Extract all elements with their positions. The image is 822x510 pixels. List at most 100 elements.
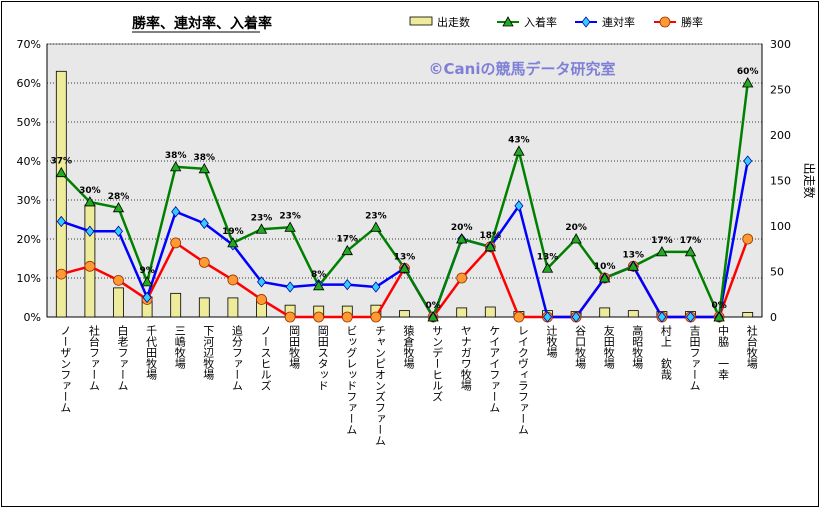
data-label: 17% [651,236,673,246]
point-triangle [599,272,611,283]
legend-marker-triangle [502,16,514,27]
point-triangle [141,276,153,287]
bar [399,310,410,318]
point-triangle [742,77,754,88]
x-tick-label: ノーザンファーム [59,325,72,413]
point-triangle [456,233,468,244]
point-triangle [55,166,67,178]
point-diamond [142,291,152,304]
y2-tick-label: 100 [770,220,791,233]
data-label: 13% [537,252,559,262]
y-tick-label: 20% [17,233,41,246]
point-triangle [198,162,210,174]
point-circle [513,311,525,323]
bar [198,297,210,318]
point-triangle [170,161,182,172]
point-circle [55,268,67,280]
bar [742,312,754,318]
watermark-text: ©Caniの競馬データ研究室 [429,60,616,78]
data-label: 37% [51,157,73,167]
y-tick-label: 0% [24,311,41,324]
data-label: 0% [425,301,440,311]
x-tick-label: 村上 欽哉 [659,324,672,380]
data-label: 23% [279,211,301,221]
x-tick-label: 白老ファーム [116,324,129,391]
x-tick-label: 辻牧場 [545,324,558,359]
point-diamond [657,311,667,323]
y-tick-label: 60% [17,77,41,90]
data-label: 20% [451,223,473,233]
point-triangle [398,262,411,273]
legend-marker-circle [659,16,671,28]
x-tick-label: ノースヒルズ [259,325,272,391]
point-diamond [571,311,581,323]
x-tick-label: 三嶋牧場 [173,325,186,370]
y-tick-label: 70% [17,38,41,51]
data-label: 23% [365,211,387,221]
point-diamond [542,311,553,323]
data-label: 28% [108,192,130,202]
x-tick-label: 友田牧場 [602,324,615,370]
point-circle [256,294,267,305]
legend-label: 出走数 [437,15,470,29]
point-triangle [656,246,668,257]
bar [170,292,182,318]
point-circle [742,233,754,245]
x-tick-label: サンデーヒルズ [431,325,444,402]
legend-swatch-bar [409,16,433,26]
y2-tick-label: 200 [770,129,791,142]
point-triangle [313,279,325,291]
data-label: 0% [711,301,726,311]
point-circle [456,272,468,284]
point-diamond [371,281,381,293]
x-tick-label: 猿倉牧場 [402,324,415,370]
y2-tick-label: 300 [770,38,791,51]
bar [227,297,239,318]
point-triangle [627,260,639,271]
y-tick-label: 40% [17,155,41,168]
data-label: 10% [594,262,616,272]
data-label: 19% [222,227,244,237]
x-tick-label: ケイアイファーム [488,325,501,413]
y2-axis-title: 出走数 [802,162,817,198]
data-label: 30% [79,186,101,196]
point-circle [198,256,210,268]
x-tick-label: チャンピオンズファーム [373,325,386,446]
x-tick-label: 下河辺牧場 [202,325,215,381]
point-triangle [541,262,554,273]
point-triangle [484,240,496,252]
chart-title: 勝率、連対率、入着率 [132,15,272,32]
y2-tick-label: 150 [770,175,791,188]
point-diamond [56,215,66,228]
y-tick-label: 10% [17,272,41,285]
y-tick-label: 50% [17,116,41,129]
point-circle [284,311,296,323]
data-label: 60% [737,67,759,77]
point-triangle [513,145,525,156]
data-label: 17% [337,235,359,245]
bar [484,306,496,318]
bar [55,70,67,318]
point-circle [84,260,96,272]
point-triangle [227,237,239,248]
point-triangle [84,196,96,207]
data-label: 23% [251,213,273,223]
bar [599,307,611,318]
point-diamond [256,276,267,288]
point-triangle [427,311,439,322]
x-tick-label: 社台牧場 [745,324,758,370]
x-tick-label: 高昭牧場 [631,324,644,370]
point-triangle [341,244,353,256]
x-tick-label: ビッグレッドファーム [345,325,358,435]
legend-marker-diamond [581,16,591,28]
x-tick-label: 谷口牧場 [574,325,587,370]
data-label: 8% [311,270,326,280]
point-triangle [284,221,296,232]
y2-tick-label: 250 [770,84,791,97]
point-circle [113,274,124,286]
point-circle [370,311,382,323]
point-triangle [684,246,697,257]
legend-label: 連対率 [602,15,635,29]
